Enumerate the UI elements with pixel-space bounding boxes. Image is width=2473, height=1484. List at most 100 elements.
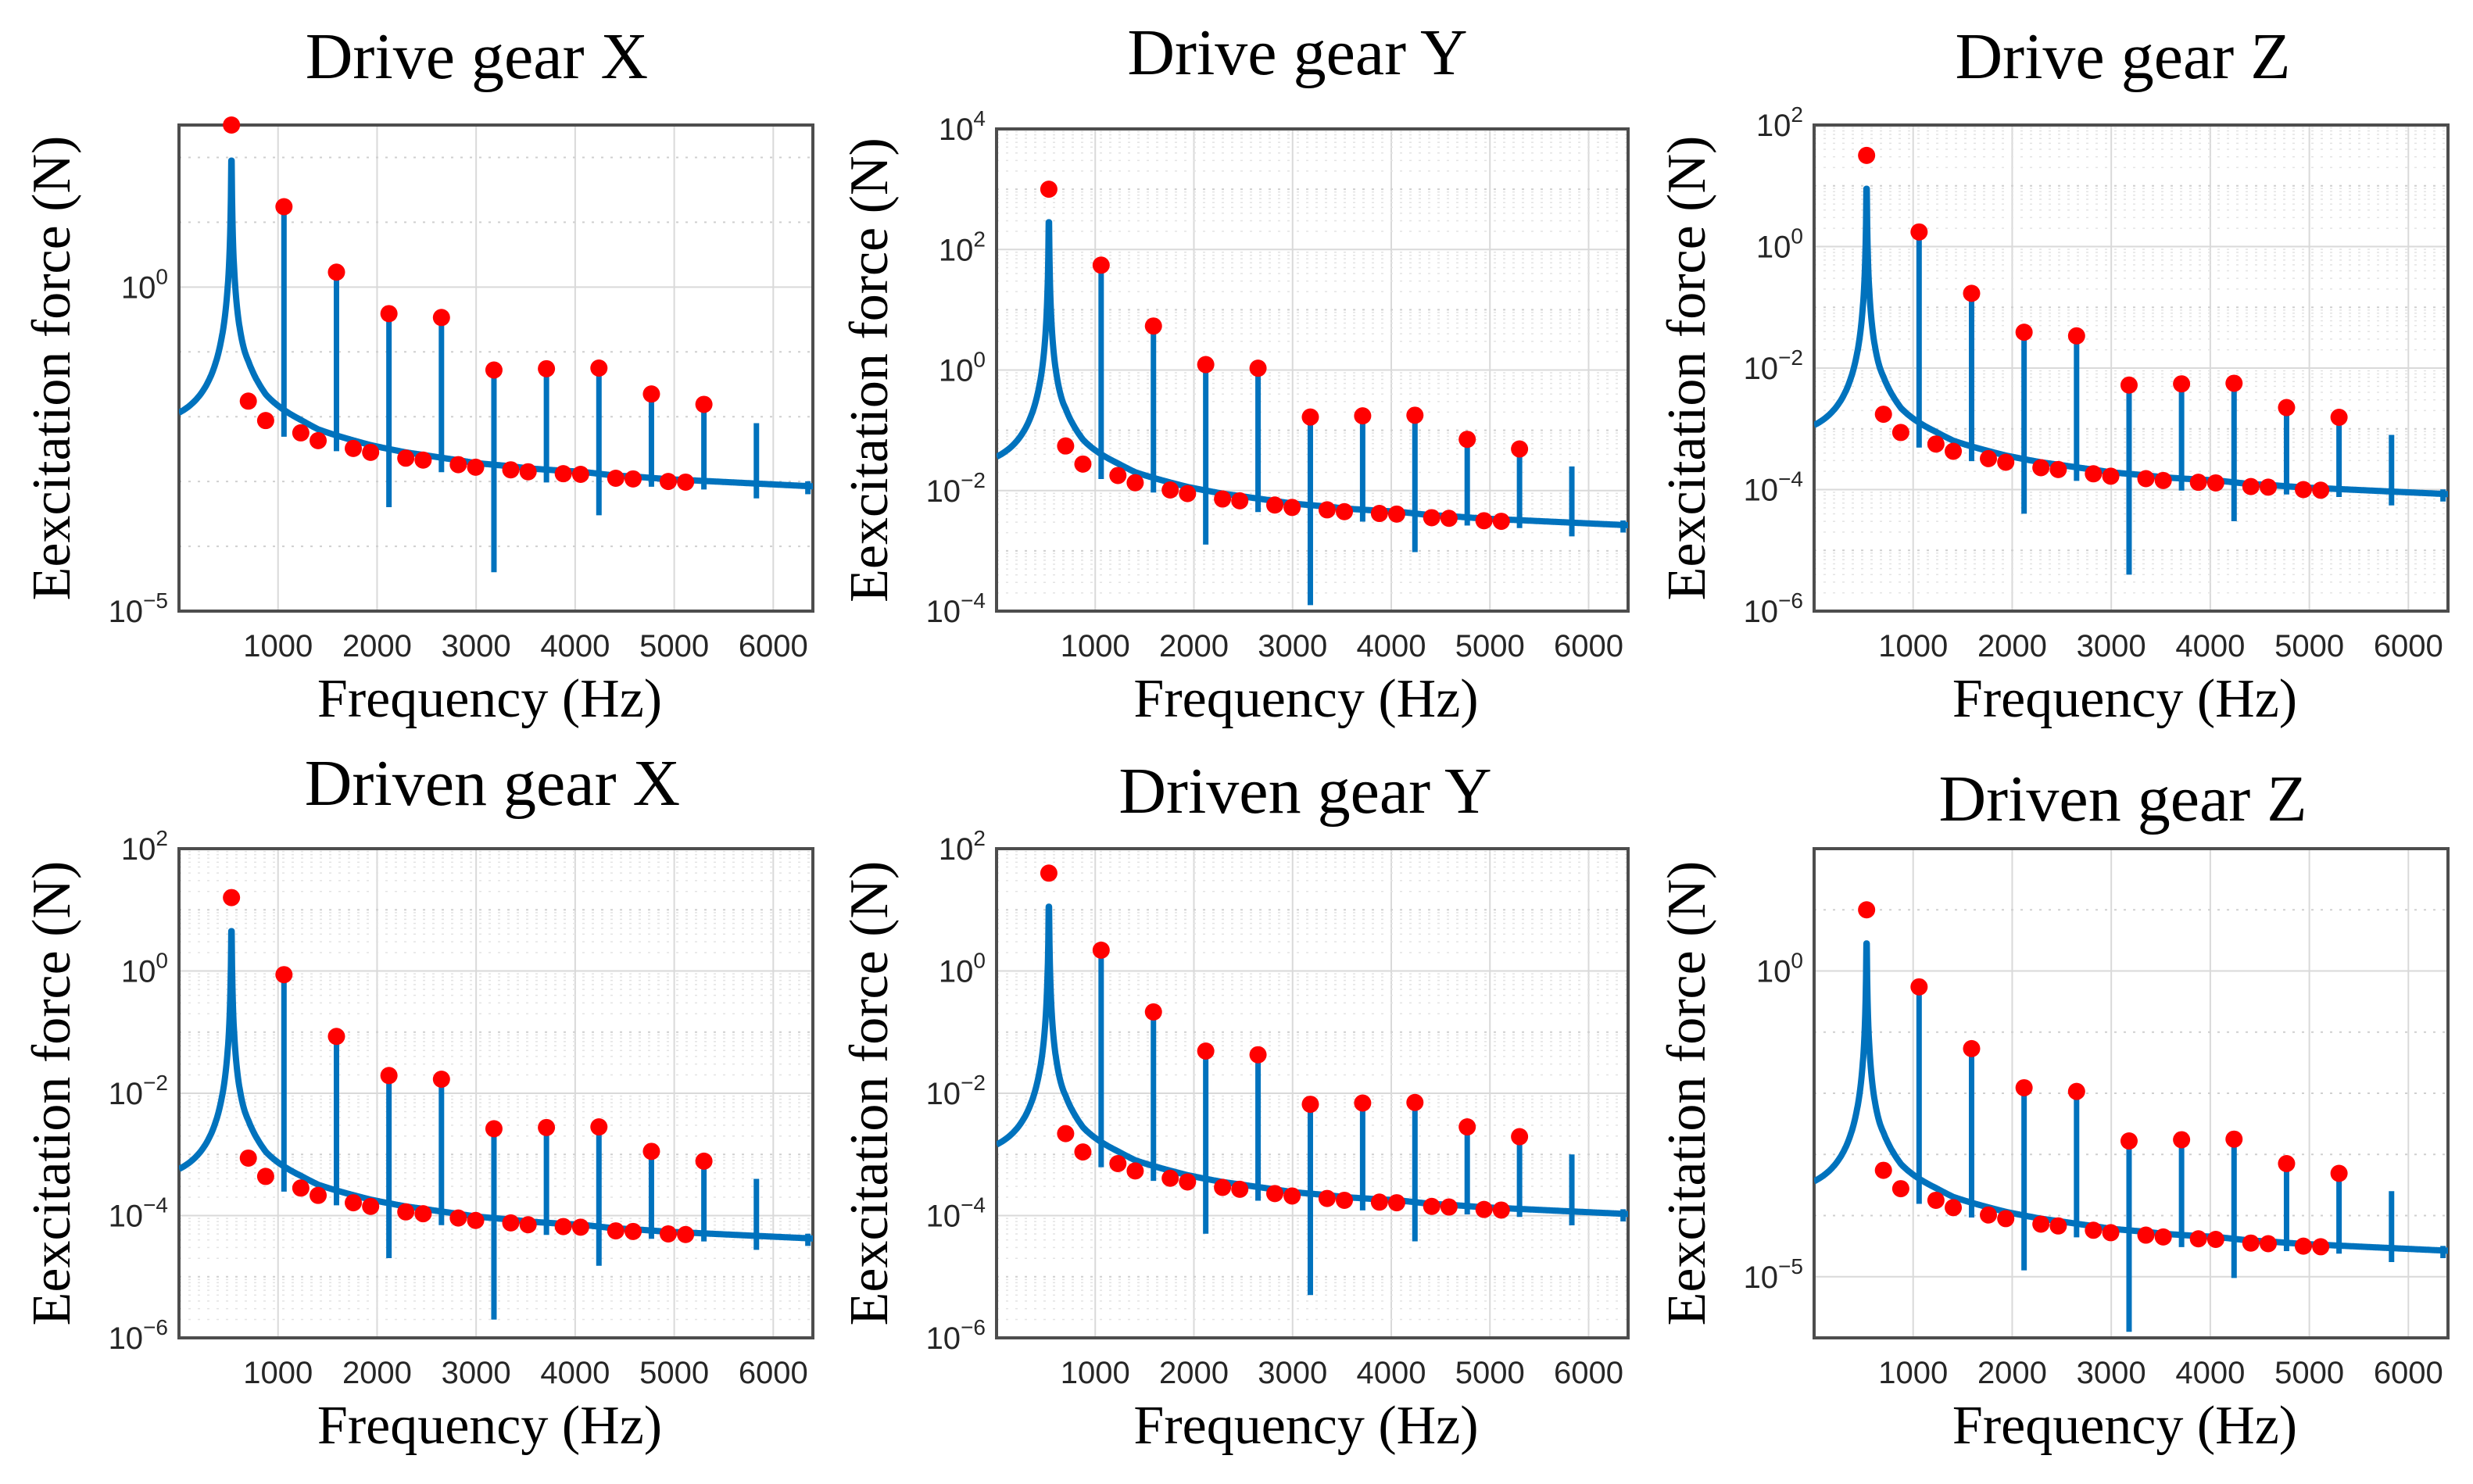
markers: [223, 889, 713, 1243]
baseline-marker: [1266, 496, 1284, 514]
baseline-marker: [345, 1194, 363, 1212]
peak-marker: [1406, 1093, 1424, 1111]
y-tick-base: 10: [1744, 1261, 1779, 1295]
y-tick-base: 10: [109, 1077, 144, 1111]
y-tick-exponent: −4: [143, 1193, 168, 1218]
peak-marker: [642, 385, 660, 403]
peak-marker: [2278, 399, 2296, 417]
baseline-marker: [2312, 1238, 2330, 1256]
baseline-marker: [1423, 1197, 1440, 1215]
baseline-marker: [397, 1203, 415, 1221]
x-axis-label: Frequency (Hz): [1952, 1396, 2297, 1456]
baseline-marker: [1440, 1198, 1458, 1216]
x-axis-label: Frequency (Hz): [317, 669, 662, 729]
baseline-marker: [2032, 1215, 2050, 1233]
chart-title: Driven gear Y: [1118, 755, 1491, 828]
baseline-marker: [2032, 459, 2050, 477]
x-tick-label: 5000: [1455, 629, 1525, 663]
baseline-marker: [2189, 1230, 2207, 1248]
peak-marker: [1511, 440, 1529, 458]
y-tick-base: 10: [939, 955, 974, 989]
x-axis-label: Frequency (Hz): [1133, 1396, 1478, 1456]
baseline-marker: [1336, 1191, 1354, 1209]
baseline-marker: [467, 458, 485, 476]
chart-title: Drive gear X: [306, 20, 648, 93]
x-tick-label: 2000: [1977, 1356, 2047, 1390]
peak-marker: [2015, 1078, 2033, 1096]
x-tick-label: 5000: [2274, 629, 2344, 663]
baseline-marker: [1214, 1178, 1232, 1196]
baseline-marker: [239, 1149, 257, 1167]
y-tick-label: 10−4: [109, 1193, 168, 1234]
baseline-marker: [2085, 465, 2103, 483]
x-tick-label: 1000: [1878, 1356, 1948, 1390]
baseline-marker: [1980, 449, 1998, 467]
peak-marker: [1354, 407, 1372, 425]
baseline-marker: [1874, 1161, 1892, 1179]
peak-marker: [2330, 1164, 2348, 1182]
baseline-marker: [2260, 1235, 2278, 1253]
chart-title: Driven gear Z: [1938, 763, 2307, 835]
x-tick-label: 4000: [2175, 629, 2245, 663]
peak-marker: [485, 361, 503, 379]
baseline-marker: [1126, 474, 1144, 492]
x-tick-label: 1000: [1061, 1356, 1130, 1390]
peak-marker: [275, 198, 293, 216]
y-tick-label: 100: [939, 949, 986, 989]
peak-marker: [327, 1028, 345, 1046]
y-tick-label: 10−2: [1744, 345, 1803, 386]
baseline-marker: [1214, 490, 1232, 508]
peak-marker: [642, 1143, 660, 1160]
series-lines: [997, 903, 1628, 1296]
x-tick-label: 1000: [243, 629, 313, 663]
y-tick-exponent: 2: [1791, 102, 1803, 127]
x-tick-label: 6000: [2374, 1356, 2443, 1390]
baseline-marker: [292, 1179, 310, 1197]
peak-marker: [2120, 376, 2138, 394]
peak-marker: [2173, 375, 2191, 393]
x-axis-label: Frequency (Hz): [1952, 669, 2297, 729]
baseline-marker: [1231, 492, 1249, 510]
peak-marker: [1910, 978, 1928, 996]
baseline-marker: [1318, 1189, 1336, 1207]
baseline-marker: [502, 461, 520, 479]
y-tick-exponent: −2: [961, 468, 986, 492]
x-tick-label: 4000: [1357, 629, 1426, 663]
peak-marker: [1354, 1094, 1372, 1112]
y-tick-exponent: −4: [961, 588, 986, 613]
axes-box: [1813, 123, 2450, 613]
baseline-marker: [1074, 455, 1092, 473]
peak-marker: [327, 263, 345, 281]
peak-marker: [1511, 1128, 1529, 1146]
y-tick-base: 10: [1744, 595, 1779, 629]
peak-marker: [1249, 1046, 1267, 1064]
y-tick-label: 10−5: [109, 588, 168, 629]
x-tick-label: 3000: [442, 1356, 511, 1390]
peak-marker: [1197, 356, 1215, 374]
y-tick-exponent: −2: [143, 1071, 168, 1095]
baseline-marker: [1057, 437, 1075, 455]
y-axis-label: Eexcitation force (N): [22, 136, 82, 601]
baseline-marker: [1057, 1125, 1075, 1143]
peak-marker: [1858, 901, 1876, 919]
y-tick-label: 102: [939, 826, 986, 867]
y-tick-exponent: −4: [961, 1193, 986, 1218]
baseline-marker: [310, 1186, 327, 1204]
peak-marker: [1301, 1096, 1319, 1114]
y-tick-label: 10−6: [109, 1315, 168, 1356]
baseline-marker: [449, 456, 467, 474]
y-tick-base: 10: [926, 474, 961, 509]
baseline-marker: [554, 465, 572, 483]
markers: [223, 116, 713, 491]
baseline-marker: [362, 443, 380, 461]
baseline-marker: [1266, 1185, 1284, 1203]
baseline-marker: [467, 1211, 485, 1229]
baseline-marker: [1387, 505, 1405, 523]
baseline-marker: [449, 1209, 467, 1227]
peak-marker: [2067, 327, 2085, 345]
y-tick-label: 10−2: [109, 1071, 168, 1111]
baseline-marker: [2137, 1226, 2155, 1244]
x-tick-label: 6000: [739, 629, 808, 663]
